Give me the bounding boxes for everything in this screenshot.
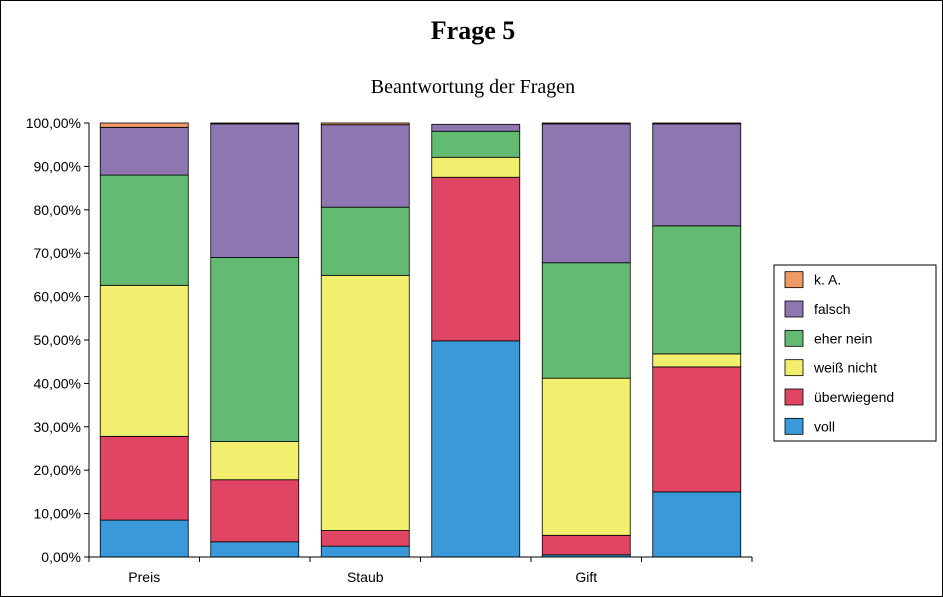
plot-area: 0,00% 10,00% 20,00% 30,00% 40,00% 50,00% 60,00… bbox=[26, 115, 753, 585]
legend-label: weiß nicht bbox=[813, 360, 877, 376]
legend-label: falsch bbox=[814, 301, 851, 317]
bar-segment bbox=[210, 122, 300, 125]
bar-segment bbox=[99, 122, 189, 128]
legend-swatch bbox=[784, 300, 804, 318]
y-tick-label: 20,00% bbox=[34, 462, 81, 478]
bar-segment bbox=[320, 274, 410, 531]
bar-segment bbox=[320, 545, 410, 558]
bar-segment bbox=[652, 123, 742, 227]
legend-label: eher nein bbox=[814, 330, 872, 346]
bar-segment bbox=[210, 541, 300, 558]
y-tick-label: 80,00% bbox=[34, 202, 81, 218]
bar-segment bbox=[652, 491, 742, 558]
y-tick-label: 60,00% bbox=[34, 289, 81, 305]
bar-segment bbox=[320, 530, 410, 547]
bar-segment bbox=[99, 435, 189, 521]
bar-segment bbox=[431, 123, 521, 132]
bar-segment bbox=[210, 479, 300, 543]
y-tick-label: 100,00% bbox=[26, 115, 81, 131]
chart-subtitle: Beantwortung der Fragen bbox=[371, 76, 575, 98]
y-tick-label: 90,00% bbox=[34, 158, 81, 174]
bar-segment bbox=[320, 124, 410, 208]
bar-segment bbox=[541, 122, 631, 125]
bar-segment bbox=[652, 353, 742, 368]
bar-segment bbox=[431, 176, 521, 342]
bar-segment bbox=[652, 122, 742, 125]
bar-segment bbox=[210, 257, 300, 442]
legend-box bbox=[773, 264, 937, 442]
x-tick-label: Gift bbox=[575, 569, 597, 585]
bar-segment bbox=[431, 130, 521, 158]
x-tick-label: Staub bbox=[347, 569, 384, 585]
y-tick-label: 10,00% bbox=[34, 506, 81, 522]
bar-segment bbox=[99, 519, 189, 558]
bar-segment bbox=[541, 123, 631, 264]
bar-segment bbox=[541, 377, 631, 536]
y-tick-label: 0,00% bbox=[41, 549, 81, 565]
y-tick-label: 70,00% bbox=[34, 245, 81, 261]
y-tick-label: 40,00% bbox=[34, 375, 81, 391]
bar-segment bbox=[320, 206, 410, 276]
legend-label: k. A. bbox=[814, 272, 841, 288]
legend: k. A. falsch eher nein weiß nicht überwiegen… bbox=[773, 264, 937, 442]
bar-segment bbox=[210, 441, 300, 481]
bar-segment bbox=[431, 340, 521, 558]
legend-label: voll bbox=[814, 418, 835, 434]
legend-swatch bbox=[784, 271, 804, 289]
legend-swatch bbox=[784, 329, 804, 347]
bar-segment bbox=[431, 156, 521, 178]
legend-swatch bbox=[784, 359, 804, 377]
bar-segment bbox=[99, 284, 189, 437]
bar-segment bbox=[320, 122, 410, 126]
chart-title: Frage 5 bbox=[431, 16, 515, 45]
legend-swatch bbox=[784, 388, 804, 406]
legend-label: überwiegend bbox=[814, 389, 894, 405]
bar-segment bbox=[210, 123, 300, 258]
bar-segment bbox=[541, 534, 631, 556]
x-tick-label: Preis bbox=[128, 569, 160, 585]
bar-segment bbox=[652, 366, 742, 493]
bar-segment bbox=[652, 225, 742, 355]
bar-segment bbox=[99, 126, 189, 176]
bar-segment bbox=[541, 262, 631, 379]
y-tick-label: 50,00% bbox=[34, 332, 81, 348]
bar-segment bbox=[99, 174, 189, 286]
legend-swatch bbox=[784, 417, 804, 435]
y-tick-label: 30,00% bbox=[34, 419, 81, 435]
